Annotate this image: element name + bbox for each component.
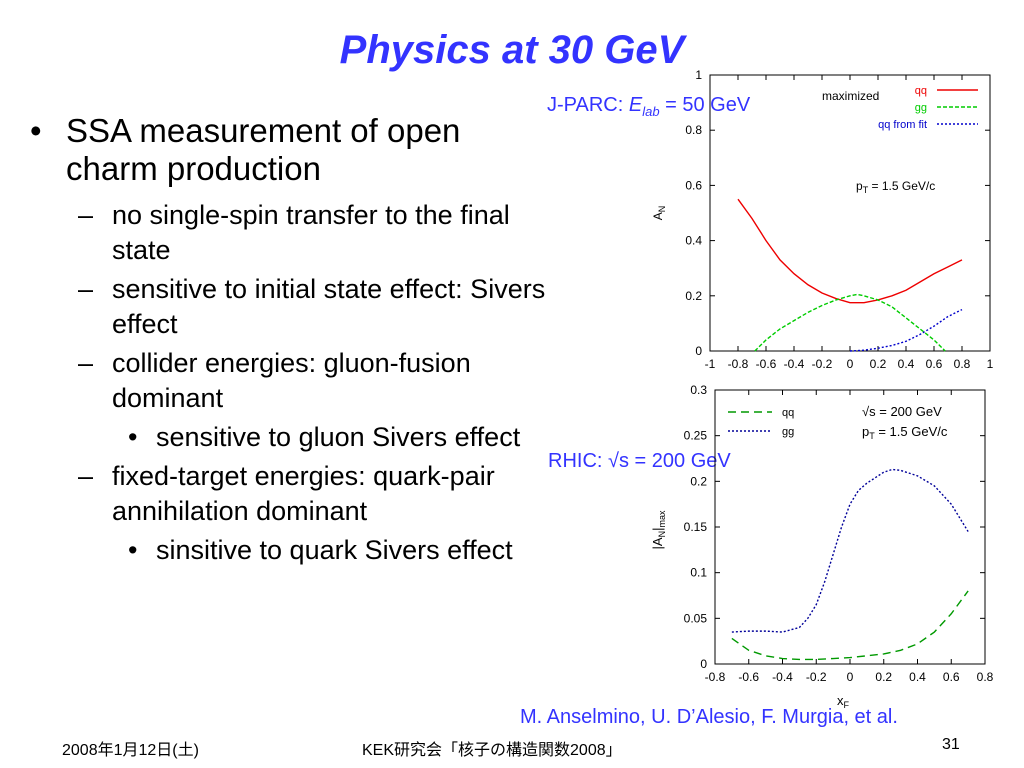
x-tick-label: -0.4 [784,357,805,371]
bullet-item: – fixed-target energies: quark-pair annih… [30,459,550,529]
bullet-marker: • [30,112,42,149]
legend-label: qq [915,85,927,97]
x-tick-label: 0.4 [898,357,915,371]
x-tick-label: 0.8 [977,670,994,684]
x-tick-label: 0.2 [870,357,887,371]
x-tick-label: 0.8 [954,357,971,371]
rhic-label: RHIC: √s = 200 GeV [548,450,731,472]
chart-annotation: maximized [822,89,879,103]
bullet-text: SSA measurement of open charm production [66,112,461,187]
y-tick-label: 0.6 [685,178,702,192]
rhic-an-chart: -0.8 -0.6 -0.4 -0.2 0 0.2 0.4 0.6 0.8 0 0.05 0.1 0.1… [650,383,994,710]
y-tick-label: 0.1 [690,566,707,580]
chart-annotation: pT = 1.5 GeV/c [856,179,935,195]
y-tick-label: 0 [700,657,707,671]
y-axis-label: AN [651,206,667,221]
bullet-marker: – [78,274,94,304]
x-tick-label: -0.6 [738,670,759,684]
legend-label: qq [782,407,794,419]
bullet-marker: – [78,461,94,491]
x-tick-label: 1 [987,357,994,371]
series-line [849,308,963,352]
bullet-item: – sensitive to initial state effect: Sive… [30,272,550,342]
footer-page-number: 31 [942,736,960,753]
series-line [737,198,963,304]
legend-label: qq from fit [878,119,927,131]
legend-label: gg [915,102,927,114]
bullet-item: – no single-spin transfer to the final st… [30,198,550,268]
x-tick-label: -0.6 [756,357,777,371]
bullet-marker: • [128,422,138,452]
y-tick-label: 0.3 [690,383,707,397]
y-tick-label: 1 [695,68,702,82]
bullet-item: • sinsitive to quark Sivers effect [30,533,550,568]
y-tick-label: 0 [695,344,702,358]
x-tick-label: 0.6 [926,357,943,371]
x-tick-label: 0.6 [943,670,960,684]
y-tick-label: 0.05 [684,611,708,625]
x-tick-label: -0.2 [812,357,833,371]
y-axis-label: |AN|max [650,510,667,549]
jparc-label: J-PARC: Elab = 50 GeV [547,94,751,119]
y-tick-label: 0.8 [685,123,702,137]
x-tick-label: 0.2 [875,670,892,684]
series-line [754,293,946,352]
x-tick-label: -0.8 [705,670,726,684]
bullet-text: sinsitive to quark Sivers effect [156,535,513,565]
x-tick-label: 0 [847,670,854,684]
bullet-marker: – [78,348,94,378]
plot-frame [709,74,991,352]
y-tick-label: 0.2 [685,289,702,303]
legend-label: gg [782,426,794,438]
x-tick-label: 0.4 [909,670,926,684]
citation: M. Anselmino, U. D’Alesio, F. Murgia, et… [520,706,898,728]
bullet-text: sensitive to initial state effect: Siver… [112,274,546,339]
bullet-text: collider energies: gluon-fusion dominant [112,348,471,413]
x-tick-label: -0.4 [772,670,793,684]
bullet-item: • SSA measurement of open charm productio… [30,112,550,188]
y-tick-label: 0.2 [690,474,707,488]
y-tick-label: 0.4 [685,234,702,248]
y-tick-label: 0.15 [684,520,708,534]
bullet-marker: • [128,535,138,565]
jparc-an-chart: -1 -0.8 -0.6 -0.4 -0.2 0 0.2 0.4 0.6 0.8 1 0 0.2 0.4 0… [651,68,994,371]
bullet-list: • SSA measurement of open charm productio… [30,112,550,572]
x-tick-label: -0.8 [728,357,749,371]
bullet-text: no single-spin transfer to the final sta… [112,200,510,265]
slide-title: Physics at 30 GeV [339,28,685,72]
x-tick-label: -0.2 [806,670,827,684]
bullet-item: • sensitive to gluon Sivers effect [30,420,550,455]
series-line [731,590,969,661]
footer-date: 2008年1月12日(土) [62,742,199,759]
bullet-text: fixed-target energies: quark-pair annihi… [112,461,495,526]
series-line [731,468,969,633]
bullet-item: – collider energies: gluon-fusion dominan… [30,346,550,416]
chart-annotation: pT = 1.5 GeV/c [862,424,948,441]
chart-annotation: √s = 200 GeV [862,404,942,419]
x-tick-label: -1 [705,357,716,371]
y-tick-label: 0.25 [684,429,708,443]
bullet-marker: – [78,200,94,230]
x-tick-label: 0 [847,357,854,371]
bullet-text: sensitive to gluon Sivers effect [156,422,521,452]
footer-event: KEK研究会「核子の構造関数2008」 [362,742,622,759]
